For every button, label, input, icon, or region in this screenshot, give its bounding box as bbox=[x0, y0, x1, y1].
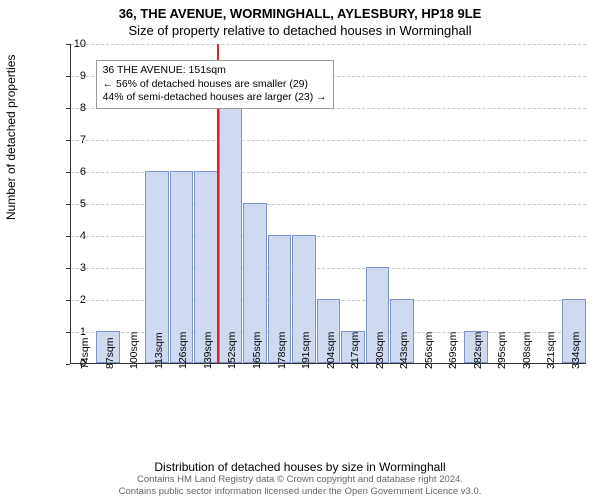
bar-slot: 269sqm bbox=[439, 44, 464, 363]
y-tick-mark bbox=[66, 364, 70, 365]
x-tick-label: 321sqm bbox=[545, 332, 557, 369]
x-tick-label: 217sqm bbox=[349, 332, 361, 369]
x-tick-label: 243sqm bbox=[398, 332, 410, 369]
chart-title-main: 36, THE AVENUE, WORMINGHALL, AYLESBURY, … bbox=[0, 0, 600, 21]
footer-line-2: Contains public sector information licen… bbox=[0, 486, 600, 497]
footer: Contains HM Land Registry data © Crown c… bbox=[0, 474, 600, 497]
x-tick-label: 269sqm bbox=[447, 332, 459, 369]
chart-container: 012345678910 74sqm87sqm100sqm113sqm126sq… bbox=[46, 44, 586, 414]
bar-slot: 217sqm bbox=[341, 44, 366, 363]
annotation-line-2: ← 56% of detached houses are smaller (29… bbox=[103, 78, 327, 92]
x-tick-label: 126sqm bbox=[177, 332, 189, 369]
bar-slot: 295sqm bbox=[488, 44, 513, 363]
bar-slot: 334sqm bbox=[562, 44, 587, 363]
bar-slot: 308sqm bbox=[513, 44, 538, 363]
bar-slot: 243sqm bbox=[390, 44, 415, 363]
x-tick-label: 152sqm bbox=[226, 332, 238, 369]
x-tick-label: 256sqm bbox=[423, 332, 435, 369]
x-tick-label: 282sqm bbox=[472, 332, 484, 369]
annotation-line-1: 36 THE AVENUE: 151sqm bbox=[103, 64, 327, 78]
x-tick-label: 204sqm bbox=[325, 332, 337, 369]
bar-slot: 74sqm bbox=[71, 44, 96, 363]
bar bbox=[219, 107, 243, 363]
x-tick-label: 113sqm bbox=[153, 332, 165, 369]
y-axis-label: Number of detached properties bbox=[4, 55, 18, 220]
x-tick-label: 191sqm bbox=[300, 332, 312, 369]
x-tick-label: 74sqm bbox=[79, 337, 91, 369]
footer-line-1: Contains HM Land Registry data © Crown c… bbox=[0, 474, 600, 485]
x-tick-label: 139sqm bbox=[202, 332, 214, 369]
annotation-line-3: 44% of semi-detached houses are larger (… bbox=[103, 91, 327, 105]
x-tick-label: 178sqm bbox=[276, 332, 288, 369]
x-tick-label: 100sqm bbox=[128, 332, 140, 369]
bar-slot: 256sqm bbox=[414, 44, 439, 363]
bar-slot: 282sqm bbox=[464, 44, 489, 363]
annotation-box: 36 THE AVENUE: 151sqm ← 56% of detached … bbox=[96, 60, 334, 109]
plot-area: 74sqm87sqm100sqm113sqm126sqm139sqm152sqm… bbox=[70, 44, 586, 364]
x-tick-label: 165sqm bbox=[251, 332, 263, 369]
x-axis-label: Distribution of detached houses by size … bbox=[0, 460, 600, 474]
chart-title-sub: Size of property relative to detached ho… bbox=[0, 21, 600, 38]
bar-slot: 321sqm bbox=[537, 44, 562, 363]
x-tick-label: 308sqm bbox=[521, 332, 533, 369]
x-tick-label: 334sqm bbox=[570, 332, 582, 369]
x-tick-label: 295sqm bbox=[496, 332, 508, 369]
bar-slot: 230sqm bbox=[365, 44, 390, 363]
x-tick-label: 87sqm bbox=[104, 337, 116, 369]
x-tick-label: 230sqm bbox=[374, 332, 386, 369]
